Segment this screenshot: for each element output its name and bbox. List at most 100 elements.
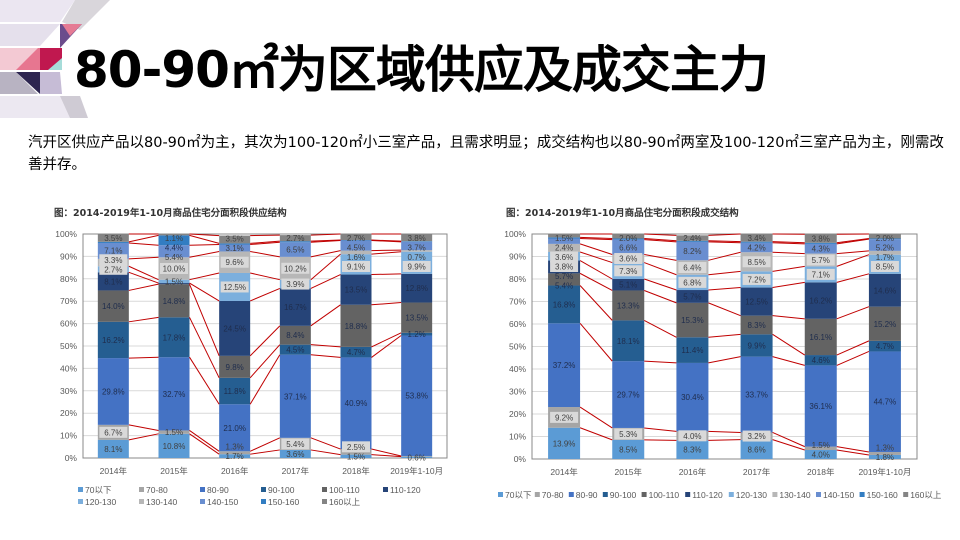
bar-segment	[804, 234, 837, 243]
series-line	[580, 236, 613, 239]
bar-segment	[158, 234, 190, 236]
series-line	[128, 256, 159, 260]
series-line	[579, 272, 613, 291]
series-line	[371, 335, 402, 358]
data-label: 18.1%	[617, 337, 640, 346]
data-label-box	[99, 263, 128, 275]
bar-segment	[219, 454, 251, 458]
data-label: 3.4%	[747, 234, 765, 243]
legend-label: 80-90	[207, 485, 229, 495]
y-tick-label: 10%	[60, 431, 77, 441]
data-label: 3.6%	[286, 450, 304, 459]
bar-segment	[676, 302, 709, 338]
y-tick-label: 80%	[509, 274, 526, 284]
data-label: 9.1%	[347, 263, 365, 272]
series-line	[189, 430, 220, 452]
y-tick-label: 60%	[60, 319, 77, 329]
legend-label: 70以下	[85, 485, 112, 495]
series-line	[128, 234, 159, 243]
series-line	[579, 285, 613, 321]
data-label-box	[281, 262, 310, 274]
bar-segment	[219, 377, 251, 405]
series-line	[250, 272, 280, 281]
data-label: 13.5%	[405, 314, 428, 323]
x-tick-label: 2015年	[615, 467, 643, 477]
series-line	[708, 270, 741, 276]
data-label: 1.7%	[876, 253, 894, 262]
page-title: 80-90㎡为区域供应及成交主力	[74, 41, 769, 99]
data-label: 9.8%	[226, 363, 244, 372]
series-line	[128, 316, 159, 323]
data-label: 2.7%	[286, 234, 304, 243]
series-line	[310, 449, 341, 456]
data-label: 5.7%	[683, 292, 701, 301]
data-label: 4.7%	[876, 342, 894, 351]
data-label: 4.0%	[812, 451, 830, 460]
series-line	[189, 282, 220, 302]
bar-segment	[804, 365, 837, 447]
data-label-box	[281, 278, 310, 290]
series-line	[189, 244, 220, 246]
bar-segment	[612, 439, 645, 459]
series-line	[189, 356, 220, 405]
decorative-geometric-banner	[0, 0, 110, 118]
data-label: 6.5%	[286, 246, 304, 255]
bar-segment	[868, 340, 901, 352]
data-label: 30.4%	[681, 393, 704, 402]
series-line	[836, 350, 870, 366]
data-label: 1.3%	[226, 443, 244, 452]
data-label: 1.5%	[347, 452, 365, 461]
data-label: 3.9%	[286, 280, 304, 289]
data-label: 6.6%	[619, 244, 637, 253]
data-label: 9.2%	[555, 413, 573, 422]
series-line	[189, 234, 220, 244]
y-tick-label: 40%	[509, 364, 526, 374]
data-label: 13.5%	[345, 286, 368, 295]
data-label: 5.4%	[286, 440, 304, 449]
data-label: 9.6%	[226, 258, 244, 267]
data-label-box	[742, 256, 771, 268]
data-label: 1.3%	[876, 443, 894, 452]
y-tick-label: 60%	[509, 319, 526, 329]
y-tick-label: 90%	[60, 251, 77, 261]
bar-segment	[740, 356, 773, 433]
y-tick-label: 70%	[509, 297, 526, 307]
bar-segment	[279, 449, 311, 458]
bar-segment	[158, 283, 190, 285]
data-label: 21.0%	[223, 424, 246, 433]
series-line	[708, 241, 741, 244]
bar-segment	[401, 335, 433, 456]
data-label: 2.0%	[619, 234, 637, 243]
bar-segment	[740, 439, 773, 459]
bar-segment	[740, 334, 773, 357]
series-line	[836, 273, 870, 283]
data-label: 4.6%	[812, 356, 830, 365]
data-label: 1.2%	[408, 330, 426, 339]
bar-segment	[612, 361, 645, 428]
data-label: 3.8%	[812, 235, 830, 244]
bar-segment	[740, 242, 773, 253]
series-line	[371, 448, 402, 457]
x-tick-label: 2018年	[342, 466, 370, 476]
bar-segment	[219, 300, 251, 356]
bar-segment	[548, 237, 581, 239]
legend-swatch	[78, 499, 83, 504]
series-line	[249, 344, 281, 379]
series-line	[310, 344, 341, 348]
data-label: 4.0%	[683, 432, 701, 441]
data-label: 24.5%	[223, 324, 246, 333]
data-label-box	[220, 256, 249, 268]
data-label: 3.7%	[408, 244, 426, 253]
legend-label: 130-140	[779, 490, 810, 500]
bar-segment	[676, 440, 709, 459]
data-label: 7.1%	[812, 270, 830, 279]
series-line	[310, 239, 341, 243]
data-label-box	[342, 441, 370, 453]
series-line	[644, 360, 677, 364]
data-label-box	[678, 430, 707, 442]
data-label: 1.1%	[165, 234, 183, 243]
supply-structure-chart: 图：2014-2019年1-10月商品住宅分面积段供应结构 0% 10% 20% 30…	[40, 195, 470, 525]
data-label: 8.4%	[286, 331, 304, 340]
bar-segment	[401, 273, 433, 303]
series-line	[310, 354, 341, 358]
